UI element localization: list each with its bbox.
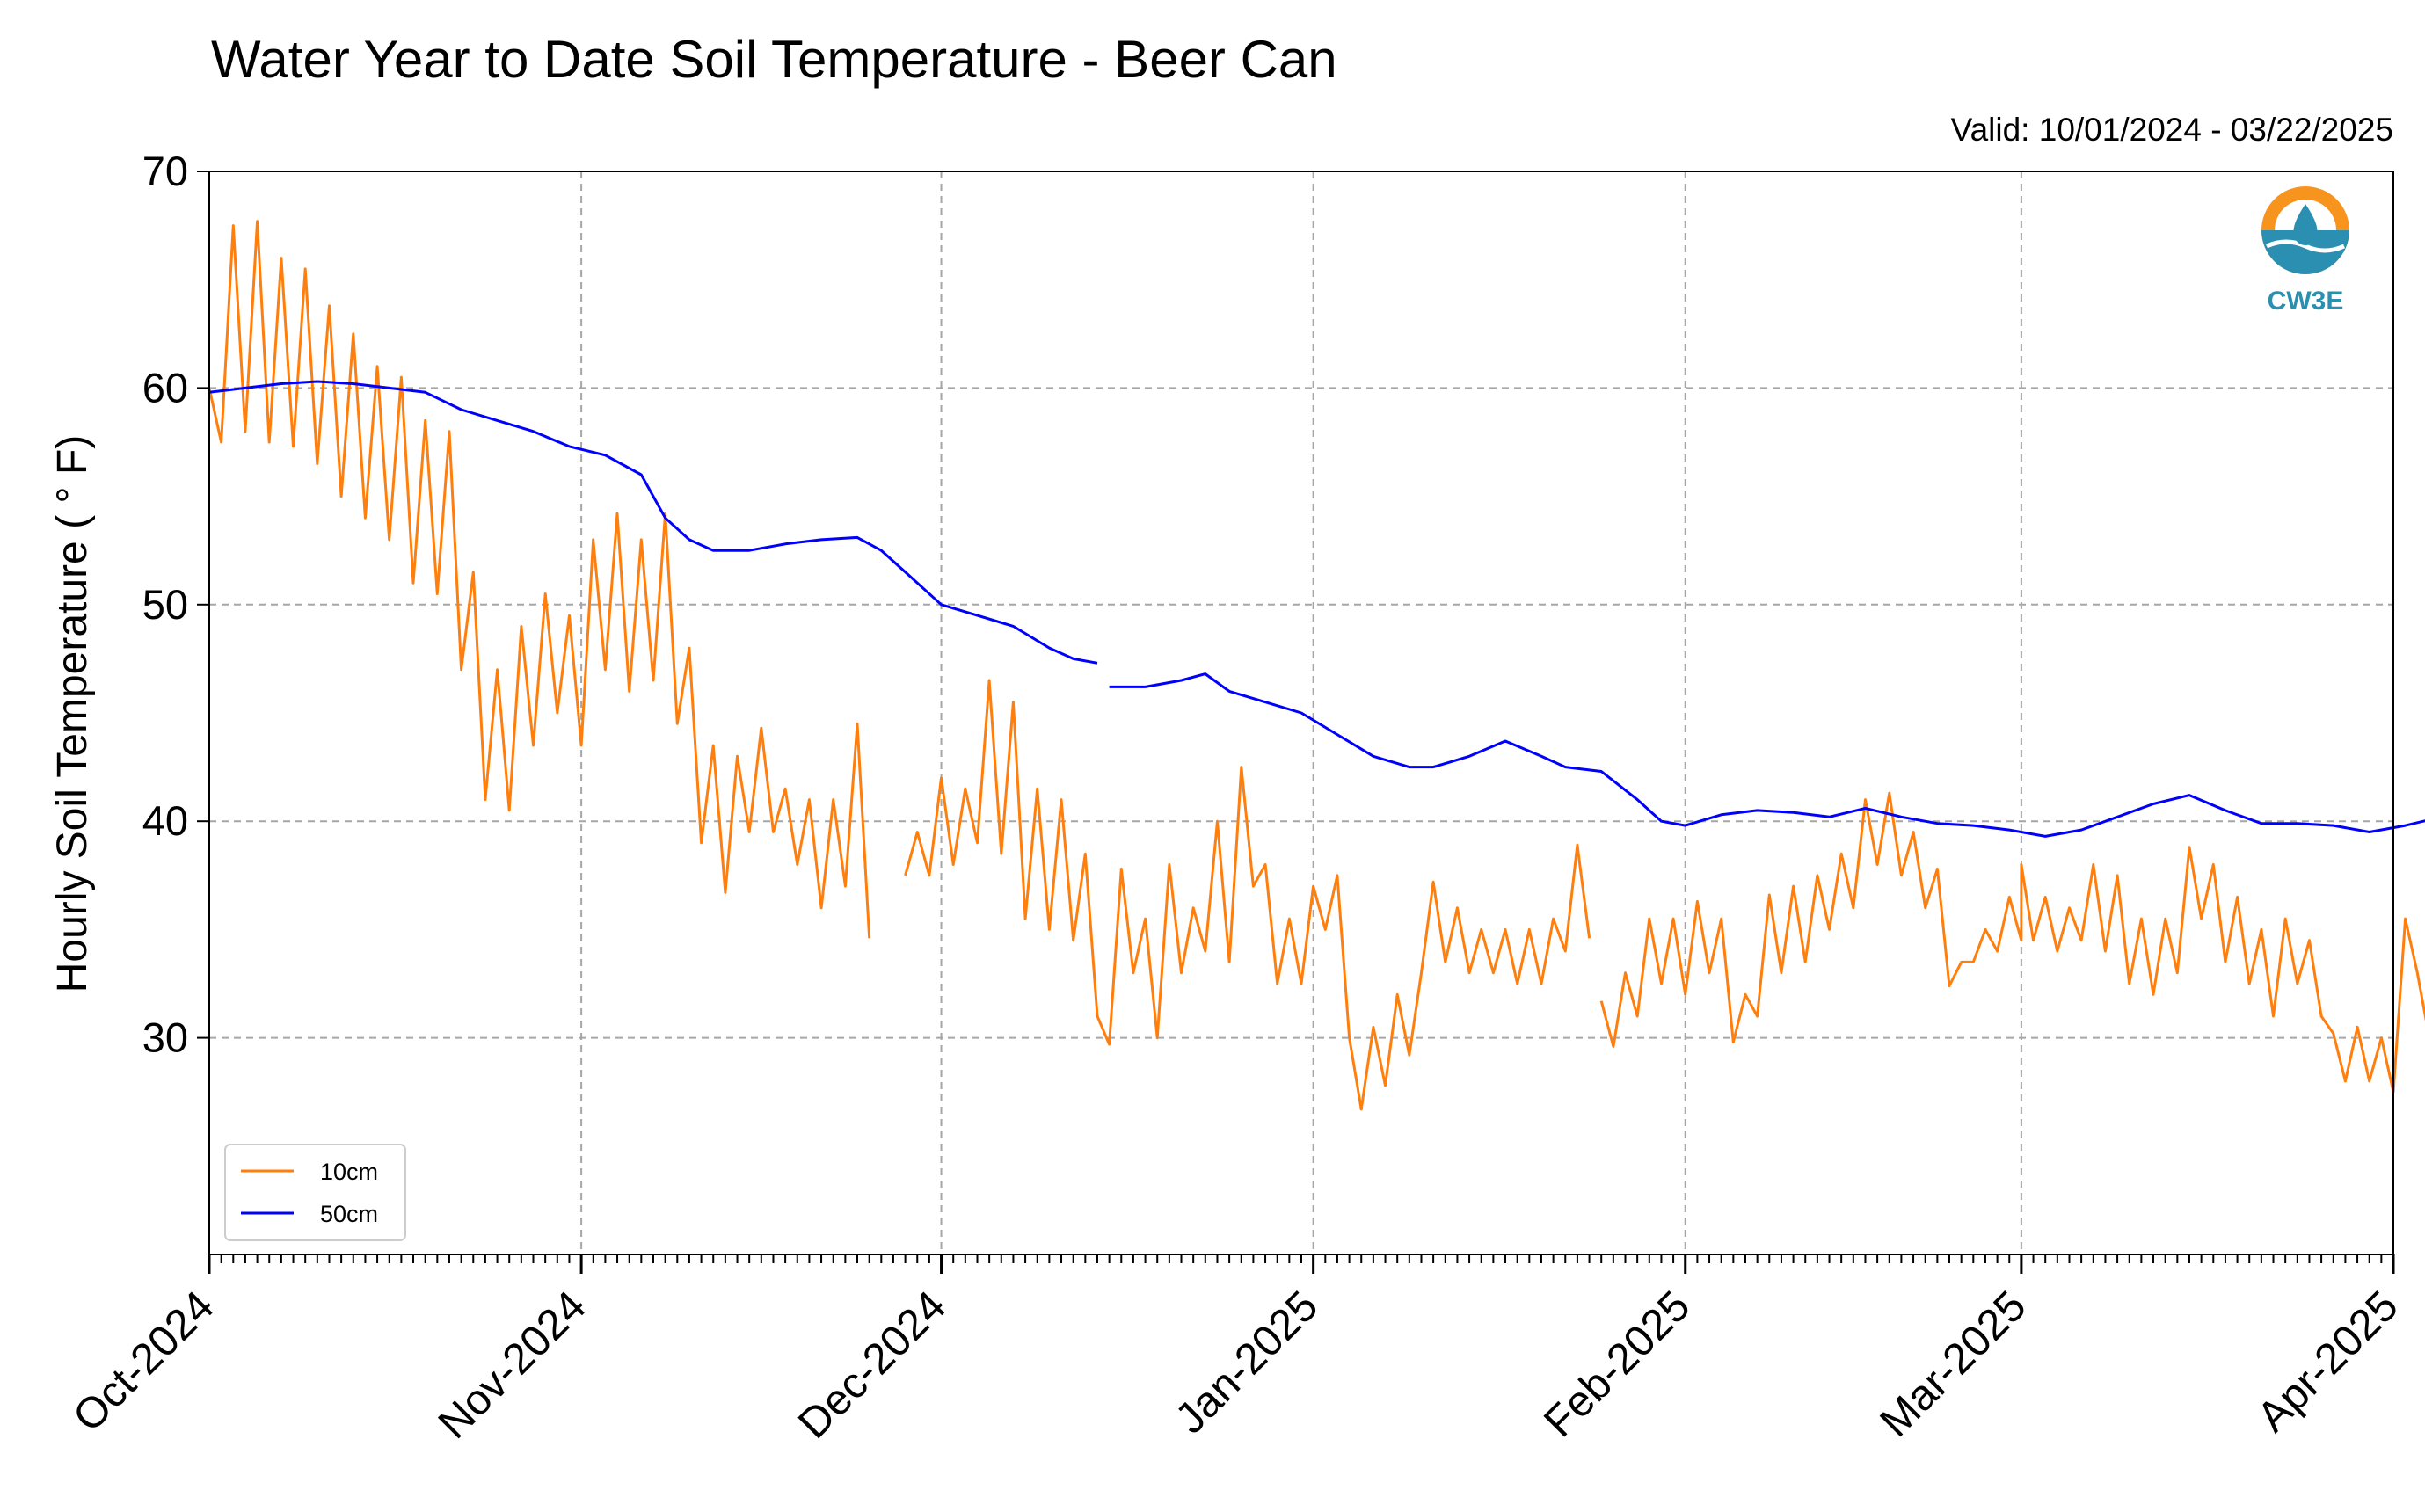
plot-frame — [208, 171, 2394, 1255]
grid — [209, 171, 2393, 1254]
legend: 10cm 50cm — [224, 1144, 406, 1241]
legend-label-50cm: 50cm — [320, 1201, 378, 1227]
logo-wave-line-icon — [2265, 239, 2346, 253]
legend-box — [224, 1144, 406, 1241]
y-tick-label: 50 — [142, 581, 188, 628]
cw3e-logo: CW3E — [2261, 186, 2349, 316]
logo-text: CW3E — [2268, 287, 2344, 316]
logo-drop-icon — [2293, 204, 2318, 245]
chart-subtitle: Valid: 10/01/2024 - 03/22/2025 — [1951, 112, 2393, 148]
series-line-10cm — [208, 220, 2425, 1111]
y-tick-label: 40 — [142, 797, 188, 844]
series-layer — [208, 220, 2425, 1111]
y-tick-label: 60 — [142, 364, 188, 411]
chart-title: Water Year to Date Soil Temperature - Be… — [211, 30, 1337, 89]
y-axis-label: Hourly Soil Temperature ( ° F) — [49, 435, 96, 993]
y-tick-label: 30 — [142, 1014, 188, 1061]
y-tick-label: 70 — [142, 148, 188, 194]
series-line-50cm — [208, 380, 2425, 838]
legend-label-10cm: 10cm — [320, 1159, 378, 1185]
